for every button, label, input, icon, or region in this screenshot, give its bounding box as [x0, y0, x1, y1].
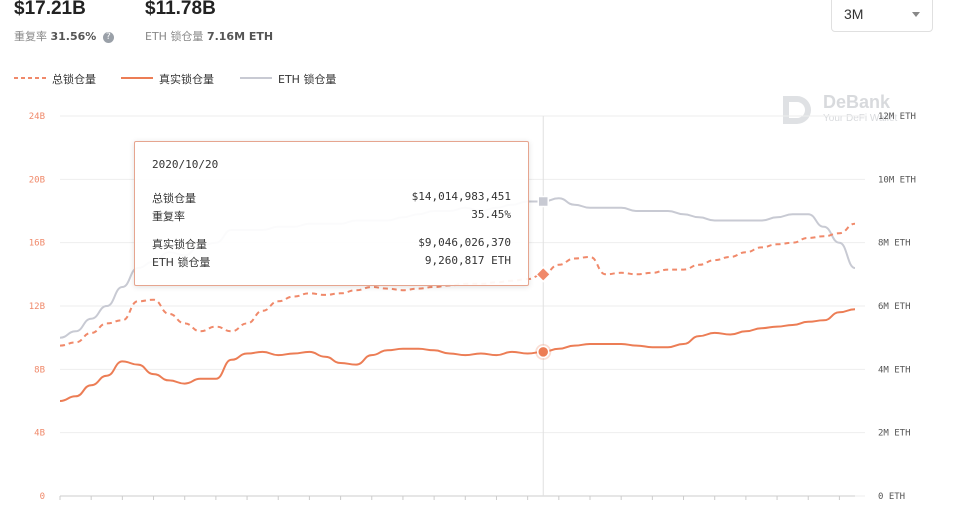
range-dropdown[interactable]: 3M: [831, 0, 933, 32]
legend-label-eth: ETH 锁仓量: [278, 73, 337, 86]
tooltip-row: 重复率 35.45%: [152, 208, 511, 223]
solid-line-icon: [121, 77, 153, 79]
tooltip-value: 9,260,817 ETH: [424, 254, 511, 267]
dashed-line-icon: [14, 77, 46, 79]
tooltip-label: 重复率: [152, 210, 185, 223]
legend-label-total: 总锁仓量: [52, 73, 96, 86]
debank-watermark: DeBank Your DeFi Wallet: [779, 92, 919, 132]
tooltip-label: 真实锁仓量: [152, 238, 207, 251]
repeat-rate-label: 重复率: [14, 30, 47, 43]
left-axis-tick-label: 0: [40, 492, 45, 502]
tooltip-value: 35.45%: [471, 208, 511, 221]
tooltip-value: $9,046,026,370: [418, 236, 511, 249]
help-icon[interactable]: ?: [102, 31, 114, 43]
range-value: 3M: [844, 6, 864, 22]
right-axis-tick-label: 0 ETH: [878, 492, 905, 502]
tooltip-label: ETH 锁仓量: [152, 256, 211, 269]
right-axis-tick-label: 2M ETH: [878, 429, 911, 439]
right-axis-tick-label: 6M ETH: [878, 302, 911, 312]
chart-tooltip: 2020/10/20 总锁仓量 $14,014,983,451 重复率 35.4…: [134, 141, 529, 286]
chevron-down-icon: [912, 12, 920, 17]
repeat-rate-value: 31.56%: [50, 30, 97, 43]
left-axis-tick-label: 12B: [29, 302, 45, 312]
tooltip-date: 2020/10/20: [152, 158, 219, 171]
series-line-real: [59, 308, 856, 402]
tooltip-date-row: 2020/10/20: [152, 158, 511, 172]
real-point-marker: [536, 345, 550, 359]
repeat-rate: 重复率 31.56% ?: [14, 28, 114, 44]
tooltip-label: 总锁仓量: [152, 192, 196, 205]
tooltip-value: $14,014,983,451: [411, 190, 511, 203]
tooltip-row: 总锁仓量 $14,014,983,451: [152, 190, 511, 205]
eth-locked-usd-value: $11.78B: [145, 0, 216, 19]
left-axis-tick-label: 16B: [29, 239, 45, 249]
debank-name: DeBank: [823, 92, 891, 112]
debank-logo-icon: [783, 96, 811, 124]
tooltip-row: 真实锁仓量 $9,046,026,370: [152, 236, 511, 251]
left-axis-tick-label: 20B: [29, 175, 45, 185]
eth-locked-value: 7.16M ETH: [206, 30, 274, 43]
total-point-marker: [535, 266, 552, 283]
right-axis-tick-label: 4M ETH: [878, 365, 911, 375]
right-axis-tick-label: 10M ETH: [878, 175, 916, 185]
debank-tagline: Your DeFi Wallet: [823, 113, 898, 124]
left-axis-tick-label: 8B: [34, 365, 45, 375]
tooltip-row: ETH 锁仓量 9,260,817 ETH: [152, 254, 511, 269]
right-axis-tick-label: 12M ETH: [878, 112, 916, 122]
left-axis-tick-label: 4B: [34, 429, 45, 439]
left-axis-tick-label: 24B: [29, 112, 45, 122]
right-axis-tick-label: 8M ETH: [878, 239, 911, 249]
legend-label-real: 真实锁仓量: [159, 73, 214, 86]
eth-locked: ETH 锁仓量 7.16M ETH: [145, 28, 273, 44]
eth-locked-label: ETH 锁仓量: [145, 30, 204, 43]
total-locked-value: $17.21B: [14, 0, 86, 19]
solid-line-icon: [240, 77, 272, 79]
eth-point-marker: [537, 195, 549, 208]
